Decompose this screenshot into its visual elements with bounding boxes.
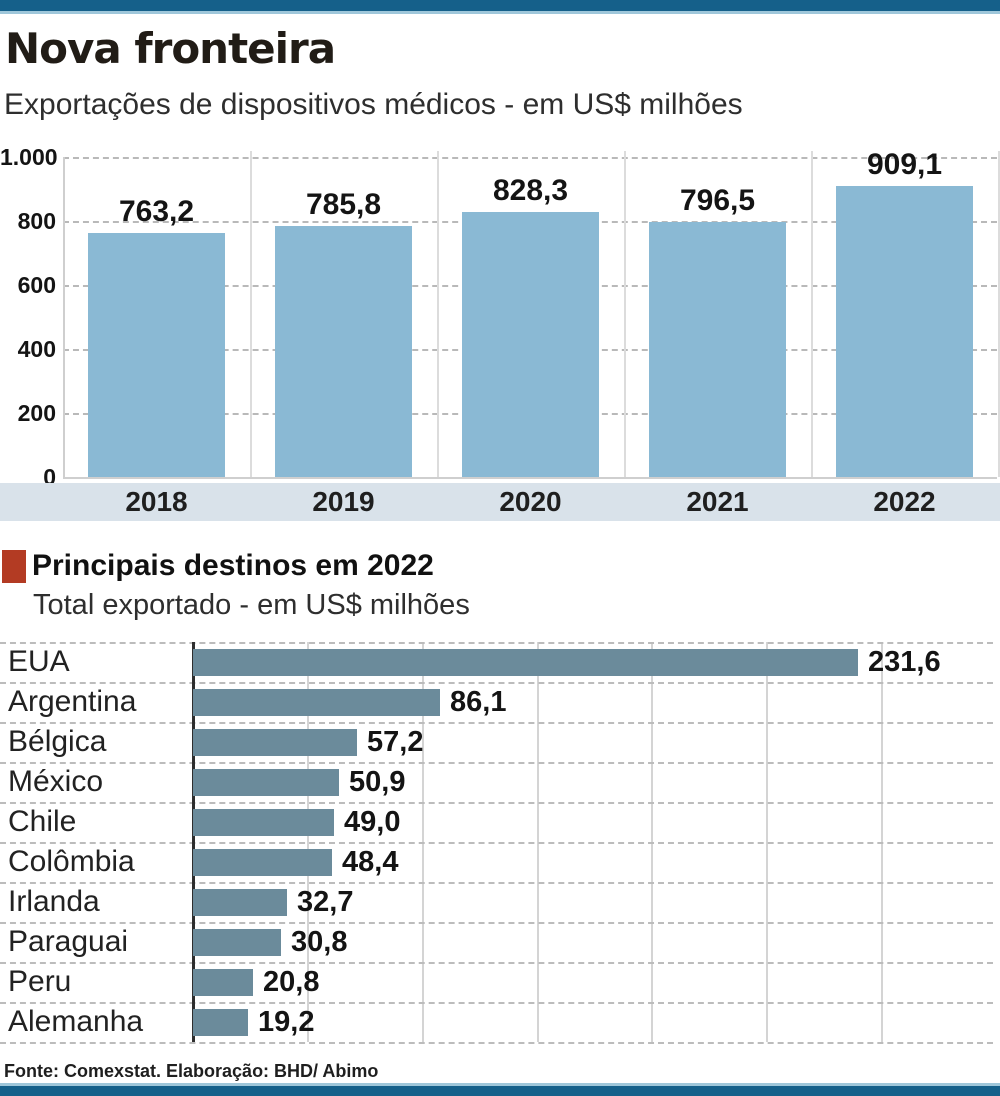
category-label-Argentina: Argentina — [8, 685, 137, 718]
bar-2022 — [836, 186, 973, 477]
bar-Alemanha — [193, 1009, 248, 1036]
bar-México — [193, 769, 339, 796]
bar-2020 — [462, 212, 599, 477]
y-tick-label: 600 — [17, 272, 56, 298]
y-axis-line — [63, 157, 65, 477]
x-axis-line — [63, 477, 997, 479]
bar-Peru — [193, 969, 253, 996]
column-divider — [998, 151, 1000, 477]
column-chart-exports-by-year: 1.000 800 600 400 200 0 763,2 2018 785,8 2019 828,… — [0, 144, 1000, 526]
category-label-México: México — [8, 765, 104, 798]
y-tick-label: 1.000 — [0, 144, 58, 170]
bar-Chile — [193, 809, 334, 836]
gridline-1000 — [63, 157, 997, 159]
category-label-Colômbia: Colômbia — [8, 845, 135, 878]
bar-Irlanda — [193, 889, 287, 916]
bar-value-label: 50,9 — [349, 766, 406, 798]
bar-chart-top-destinations: EUA 231,6 Argentina 86,1 Bélgica 57,2 México 50… — [0, 642, 1000, 1044]
row-separator — [0, 1002, 993, 1004]
y-tick-label: 800 — [17, 208, 56, 234]
x-tick-label: 2018 — [125, 486, 188, 517]
row-separator — [0, 1042, 993, 1044]
row-separator — [0, 882, 993, 884]
x-tick-label: 2022 — [873, 486, 936, 517]
bottom-accent-line — [0, 1083, 1000, 1086]
bar-value-label: 19,2 — [258, 1006, 315, 1038]
column-divider — [437, 151, 439, 477]
category-label-EUA: EUA — [8, 645, 70, 678]
bar-value-label: 57,2 — [367, 726, 424, 758]
row-separator — [0, 722, 993, 724]
bar-Colômbia — [193, 849, 332, 876]
column-divider — [811, 151, 813, 477]
bar-value-label: 30,8 — [291, 926, 348, 958]
bar-value-label: 909,1 — [866, 148, 943, 181]
category-label-Bélgica: Bélgica — [8, 725, 107, 758]
bar-value-label: 796,5 — [679, 184, 756, 217]
x-tick-label: 2019 — [312, 486, 375, 517]
row-separator — [0, 842, 993, 844]
page-subtitle: Exportações de dispositivos médicos - em… — [4, 88, 743, 121]
bar-2018 — [88, 233, 225, 477]
category-label-Paraguai: Paraguai — [8, 925, 129, 958]
bar-Argentina — [193, 689, 440, 716]
x-tick-label: 2020 — [499, 486, 562, 517]
top-accent-line — [0, 11, 1000, 14]
column-divider — [250, 151, 252, 477]
column-divider — [624, 151, 626, 477]
page-title: Nova fronteira — [5, 24, 336, 73]
source-note: Fonte: Comexstat. Elaboração: BHD/ Abimo — [4, 1061, 379, 1081]
category-label-Peru: Peru — [8, 965, 72, 998]
bar-EUA — [193, 649, 858, 676]
bar-value-label: 828,3 — [492, 174, 569, 207]
bar-value-label: 20,8 — [263, 966, 320, 998]
section-subtitle: Total exportado - em US$ milhões — [33, 589, 470, 621]
bar-value-label: 763,2 — [118, 195, 195, 228]
category-label-Alemanha: Alemanha — [8, 1005, 144, 1038]
row-separator — [0, 682, 993, 684]
x-axis-band — [0, 483, 1000, 521]
bottom-accent-bar — [0, 1086, 1000, 1096]
category-label-Chile: Chile — [8, 805, 77, 838]
row-separator — [0, 802, 993, 804]
y-tick-label: 200 — [17, 400, 56, 426]
bar-value-label: 48,4 — [342, 846, 399, 878]
bar-2021 — [649, 222, 786, 477]
row-separator — [0, 962, 993, 964]
bar-2019 — [275, 226, 412, 477]
x-tick-label: 2021 — [686, 486, 749, 517]
bar-value-label: 49,0 — [344, 806, 401, 838]
bar-value-label: 231,6 — [868, 646, 941, 678]
row-separator — [0, 762, 993, 764]
section-title: Principais destinos em 2022 — [32, 549, 434, 582]
bar-Bélgica — [193, 729, 357, 756]
top-accent-bar — [0, 0, 1000, 11]
row-separator — [0, 642, 993, 644]
bar-value-label: 785,8 — [305, 188, 382, 221]
bar-value-label: 86,1 — [450, 686, 507, 718]
row-separator — [0, 922, 993, 924]
category-label-Irlanda: Irlanda — [8, 885, 100, 918]
bar-value-label: 32,7 — [297, 886, 354, 918]
bar-Paraguai — [193, 929, 281, 956]
y-tick-label: 400 — [17, 336, 56, 362]
value-axis-line — [192, 642, 195, 1042]
section-marker-square — [2, 550, 26, 583]
